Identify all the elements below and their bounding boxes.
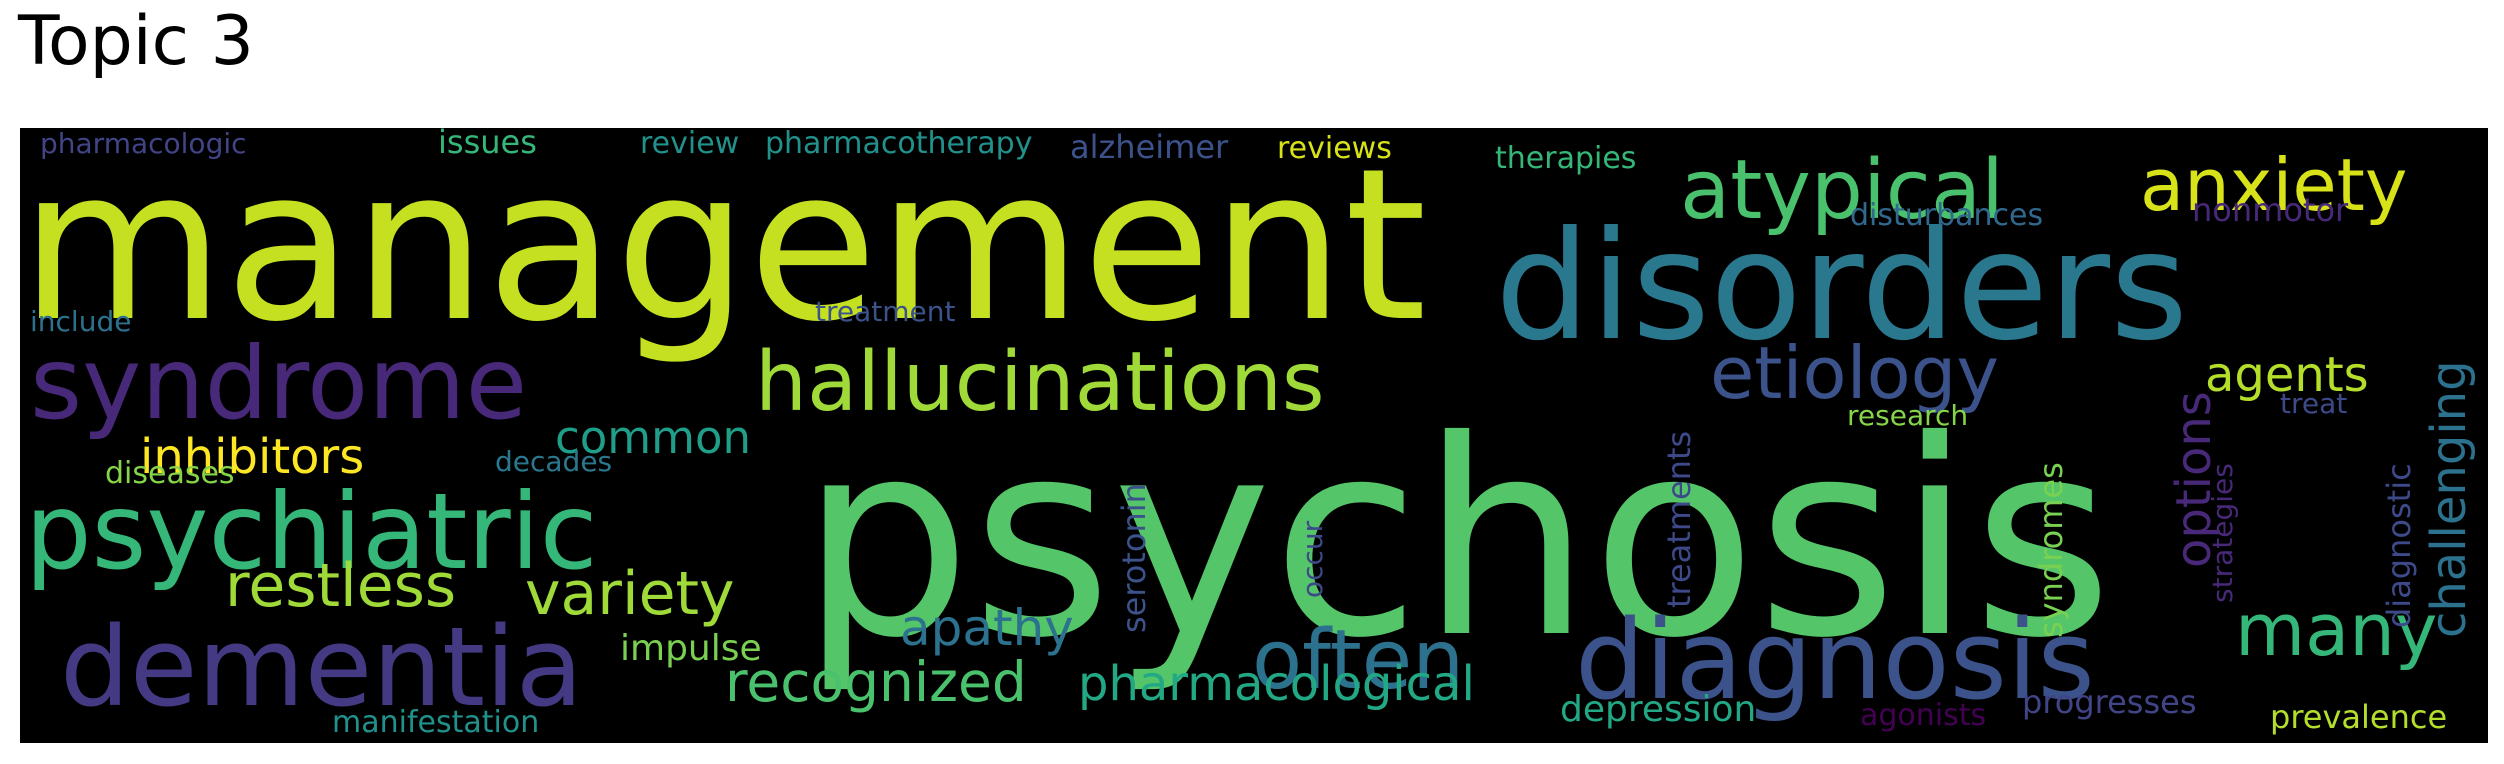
word-prevalence: prevalence: [2270, 698, 2447, 736]
word-depression: depression: [1560, 689, 1756, 730]
word-management: management: [20, 128, 1427, 368]
word-research: research: [1847, 399, 1968, 432]
word-review: review: [640, 128, 739, 161]
word-treat: treat: [2280, 387, 2347, 420]
word-psychiatric: psychiatric: [25, 471, 598, 593]
word-syndromes: syndromes: [2032, 462, 2070, 638]
word-impulse: impulse: [620, 628, 762, 669]
word-inhibitors: inhibitors: [140, 429, 364, 485]
word-treatment: treatment: [815, 295, 955, 328]
word-often: often: [1252, 613, 1464, 708]
word-strategies: strategies: [2206, 463, 2239, 603]
word-agents: agents: [2205, 347, 2369, 403]
word-variety: variety: [525, 559, 735, 629]
word-common: common: [555, 411, 751, 464]
word-diagnostic: diagnostic: [2380, 463, 2418, 628]
word-treatments: treatments: [1660, 431, 1698, 608]
word-disorders: disorders: [1495, 200, 2188, 374]
word-anxiety: anxiety: [2140, 143, 2408, 227]
word-occur: occur: [1296, 520, 1329, 598]
word-diagnosis: diagnosis: [1575, 596, 2095, 724]
word-reviews: reviews: [1277, 131, 1392, 166]
word-restless: restless: [225, 551, 456, 621]
word-include: include: [30, 305, 131, 338]
word-progresses: progresses: [2022, 683, 2197, 721]
word-dementia: dementia: [60, 603, 583, 731]
word-options: options: [2166, 391, 2222, 568]
word-alzheimer: alzheimer: [1070, 128, 1229, 166]
word-recognized: recognized: [725, 650, 1027, 714]
word-pharmacotherapy: pharmacotherapy: [765, 128, 1032, 161]
word-challenging: challenging: [2421, 360, 2477, 638]
word-cloud: management psychosis disorders syndrome psyc…: [20, 128, 2488, 743]
word-therapies: therapies: [1495, 141, 1636, 176]
word-decades: decades: [495, 445, 612, 478]
word-pharmacologic: pharmacologic: [40, 128, 247, 160]
word-hallucinations: hallucinations: [755, 335, 1325, 430]
word-apathy: apathy: [900, 599, 1074, 657]
word-many: many: [2235, 588, 2438, 672]
word-manifestation: manifestation: [332, 705, 539, 740]
word-serotonin: serotonin: [1115, 483, 1153, 633]
word-pharmacological: pharmacological: [1078, 656, 1475, 712]
word-agonists: agonists: [1860, 698, 1986, 733]
word-nonmotor: nonmotor: [2192, 191, 2349, 229]
word-etiology: etiology: [1710, 331, 1999, 415]
word-syndrome: syndrome: [30, 325, 527, 442]
word-issues: issues: [438, 128, 537, 161]
word-disturbances: disturbances: [1850, 198, 2043, 233]
word-atypical: atypical: [1680, 143, 2004, 238]
figure-title: Topic 3: [18, 2, 254, 81]
word-psychosis: psychosis: [800, 382, 2113, 697]
word-diseases: diseases: [105, 456, 235, 491]
